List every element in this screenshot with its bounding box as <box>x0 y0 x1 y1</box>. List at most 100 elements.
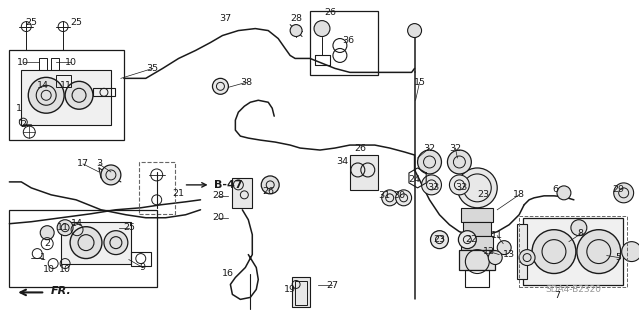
Circle shape <box>458 168 497 208</box>
Bar <box>93 88 115 96</box>
Circle shape <box>497 241 511 255</box>
Circle shape <box>488 251 502 264</box>
Text: 20: 20 <box>212 213 225 222</box>
Circle shape <box>290 25 302 37</box>
Bar <box>461 236 493 249</box>
Text: 7: 7 <box>554 291 560 300</box>
Text: 28: 28 <box>290 14 302 23</box>
Text: 30: 30 <box>394 191 406 200</box>
Circle shape <box>57 220 73 236</box>
Text: 32: 32 <box>449 144 461 152</box>
Text: 17: 17 <box>77 160 89 168</box>
Circle shape <box>571 220 587 236</box>
Text: 3: 3 <box>96 160 102 168</box>
Text: 26: 26 <box>324 8 336 17</box>
Circle shape <box>104 231 128 255</box>
Bar <box>10 50 124 140</box>
Circle shape <box>40 226 54 240</box>
Text: 14: 14 <box>37 81 49 90</box>
Text: 22: 22 <box>465 235 477 244</box>
Circle shape <box>532 230 576 273</box>
Text: 9: 9 <box>140 263 146 272</box>
Text: 26: 26 <box>354 144 366 152</box>
Circle shape <box>449 175 469 195</box>
Text: 25: 25 <box>70 18 82 27</box>
Circle shape <box>577 230 621 273</box>
Circle shape <box>261 176 279 194</box>
Circle shape <box>557 186 571 200</box>
Text: 23: 23 <box>477 190 490 199</box>
Text: 10: 10 <box>17 58 29 67</box>
Text: 12: 12 <box>483 247 495 256</box>
Text: 37: 37 <box>220 14 232 23</box>
Circle shape <box>212 78 228 94</box>
Circle shape <box>396 190 412 206</box>
Text: 11: 11 <box>60 81 72 90</box>
Text: 23: 23 <box>433 235 445 244</box>
Text: 8: 8 <box>578 229 584 238</box>
Text: 10: 10 <box>65 58 77 67</box>
Text: 21: 21 <box>173 189 184 198</box>
Circle shape <box>519 249 535 265</box>
Text: 14: 14 <box>71 219 83 228</box>
Text: 11: 11 <box>492 231 503 240</box>
Text: 18: 18 <box>513 190 525 199</box>
Text: 38: 38 <box>240 78 252 87</box>
Text: 31: 31 <box>379 191 391 200</box>
Circle shape <box>621 241 640 262</box>
Bar <box>463 222 492 236</box>
Bar <box>232 178 252 208</box>
Text: B-47: B-47 <box>214 180 243 190</box>
Circle shape <box>458 231 476 249</box>
Circle shape <box>70 227 102 259</box>
Bar <box>295 281 307 305</box>
Text: 24: 24 <box>408 175 420 184</box>
Bar <box>39 58 47 70</box>
Text: 19: 19 <box>284 285 296 294</box>
Bar <box>51 58 59 70</box>
Text: 15: 15 <box>413 78 426 87</box>
Bar <box>292 278 310 307</box>
Text: 16: 16 <box>223 269 234 278</box>
Circle shape <box>65 81 93 109</box>
Bar <box>350 155 378 190</box>
Bar <box>139 162 175 214</box>
Bar <box>131 252 151 265</box>
Text: 1: 1 <box>16 104 22 113</box>
Text: FR.: FR. <box>51 286 72 296</box>
Text: 33: 33 <box>428 183 440 192</box>
Text: 10: 10 <box>59 265 71 274</box>
Bar <box>460 249 495 270</box>
Text: 34: 34 <box>336 158 348 167</box>
Text: 27: 27 <box>326 281 338 290</box>
Text: 10: 10 <box>43 265 55 274</box>
Bar <box>61 222 131 263</box>
Text: 32: 32 <box>424 144 436 152</box>
Bar <box>10 210 157 287</box>
Bar <box>56 75 71 87</box>
Text: 6: 6 <box>552 185 558 194</box>
Circle shape <box>101 165 121 185</box>
Text: 25: 25 <box>25 18 37 27</box>
Bar <box>465 270 489 287</box>
Text: 1: 1 <box>40 253 46 262</box>
Text: 25: 25 <box>123 223 135 232</box>
Text: 29: 29 <box>612 185 625 194</box>
Text: 35: 35 <box>147 64 159 73</box>
Circle shape <box>447 150 471 174</box>
Text: 33: 33 <box>455 183 467 192</box>
Bar <box>21 70 111 125</box>
Circle shape <box>417 150 442 174</box>
Bar <box>523 218 623 286</box>
Text: SDA4-B2320: SDA4-B2320 <box>545 285 601 294</box>
Text: 2: 2 <box>20 120 26 129</box>
Circle shape <box>422 175 442 195</box>
Text: 2: 2 <box>44 239 50 248</box>
Bar <box>461 208 493 222</box>
Bar <box>517 224 527 279</box>
Circle shape <box>408 24 422 38</box>
Circle shape <box>431 231 449 249</box>
Circle shape <box>614 183 634 203</box>
Text: 5: 5 <box>616 253 621 262</box>
Text: 28: 28 <box>212 191 225 200</box>
